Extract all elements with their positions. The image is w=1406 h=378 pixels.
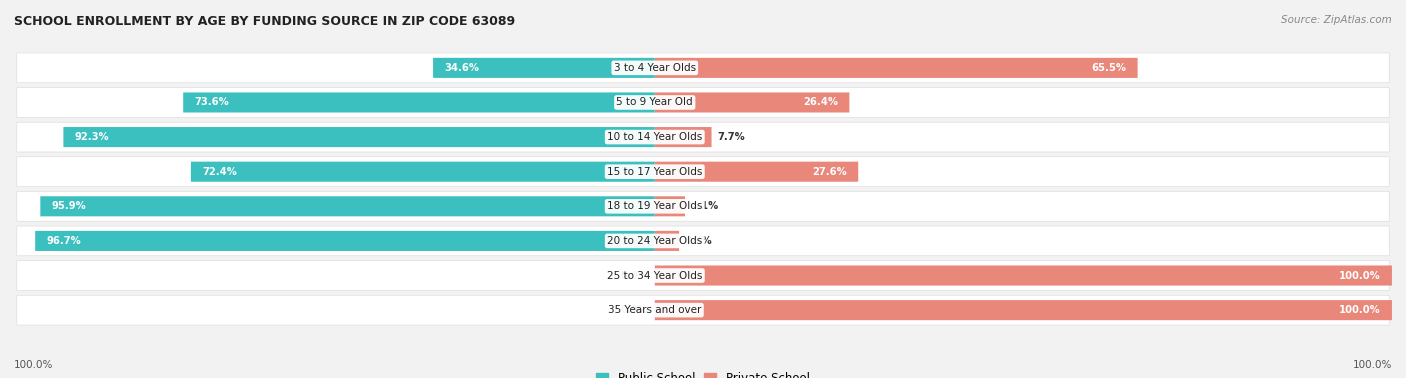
Text: Source: ZipAtlas.com: Source: ZipAtlas.com — [1281, 15, 1392, 25]
Text: 73.6%: 73.6% — [194, 98, 229, 107]
FancyBboxPatch shape — [17, 226, 1389, 256]
FancyBboxPatch shape — [17, 295, 1389, 325]
Text: 0.0%: 0.0% — [620, 271, 648, 280]
FancyBboxPatch shape — [433, 58, 655, 78]
FancyBboxPatch shape — [655, 300, 1392, 320]
Text: 34.6%: 34.6% — [444, 63, 479, 73]
FancyBboxPatch shape — [655, 231, 679, 251]
FancyBboxPatch shape — [655, 127, 711, 147]
Text: 4.1%: 4.1% — [690, 201, 718, 211]
FancyBboxPatch shape — [17, 261, 1389, 290]
Text: 100.0%: 100.0% — [14, 361, 53, 370]
FancyBboxPatch shape — [183, 93, 655, 113]
Text: SCHOOL ENROLLMENT BY AGE BY FUNDING SOURCE IN ZIP CODE 63089: SCHOOL ENROLLMENT BY AGE BY FUNDING SOUR… — [14, 15, 515, 28]
Text: 100.0%: 100.0% — [1339, 271, 1381, 280]
FancyBboxPatch shape — [655, 196, 685, 216]
FancyBboxPatch shape — [41, 196, 655, 216]
Text: 96.7%: 96.7% — [46, 236, 82, 246]
FancyBboxPatch shape — [655, 93, 849, 113]
Text: 20 to 24 Year Olds: 20 to 24 Year Olds — [607, 236, 703, 246]
Text: 92.3%: 92.3% — [75, 132, 110, 142]
FancyBboxPatch shape — [655, 58, 1137, 78]
Text: 18 to 19 Year Olds: 18 to 19 Year Olds — [607, 201, 703, 211]
Text: 26.4%: 26.4% — [803, 98, 838, 107]
Text: 7.7%: 7.7% — [717, 132, 745, 142]
Text: 95.9%: 95.9% — [52, 201, 86, 211]
Text: 5 to 9 Year Old: 5 to 9 Year Old — [616, 98, 693, 107]
FancyBboxPatch shape — [191, 162, 655, 182]
FancyBboxPatch shape — [17, 122, 1389, 152]
FancyBboxPatch shape — [17, 88, 1389, 117]
Text: 72.4%: 72.4% — [202, 167, 236, 177]
FancyBboxPatch shape — [17, 191, 1389, 221]
Text: 3 to 4 Year Olds: 3 to 4 Year Olds — [613, 63, 696, 73]
FancyBboxPatch shape — [655, 162, 858, 182]
Text: 10 to 14 Year Olds: 10 to 14 Year Olds — [607, 132, 703, 142]
Text: 27.6%: 27.6% — [813, 167, 848, 177]
Text: 65.5%: 65.5% — [1091, 63, 1126, 73]
FancyBboxPatch shape — [17, 53, 1389, 83]
FancyBboxPatch shape — [655, 265, 1392, 285]
Legend: Public School, Private School: Public School, Private School — [592, 367, 814, 378]
FancyBboxPatch shape — [35, 231, 655, 251]
FancyBboxPatch shape — [63, 127, 655, 147]
FancyBboxPatch shape — [17, 157, 1389, 187]
Text: 25 to 34 Year Olds: 25 to 34 Year Olds — [607, 271, 703, 280]
Text: 100.0%: 100.0% — [1339, 305, 1381, 315]
Text: 0.0%: 0.0% — [620, 305, 648, 315]
Text: 35 Years and over: 35 Years and over — [607, 305, 702, 315]
Text: 15 to 17 Year Olds: 15 to 17 Year Olds — [607, 167, 703, 177]
Text: 3.3%: 3.3% — [685, 236, 713, 246]
Text: 100.0%: 100.0% — [1353, 361, 1392, 370]
